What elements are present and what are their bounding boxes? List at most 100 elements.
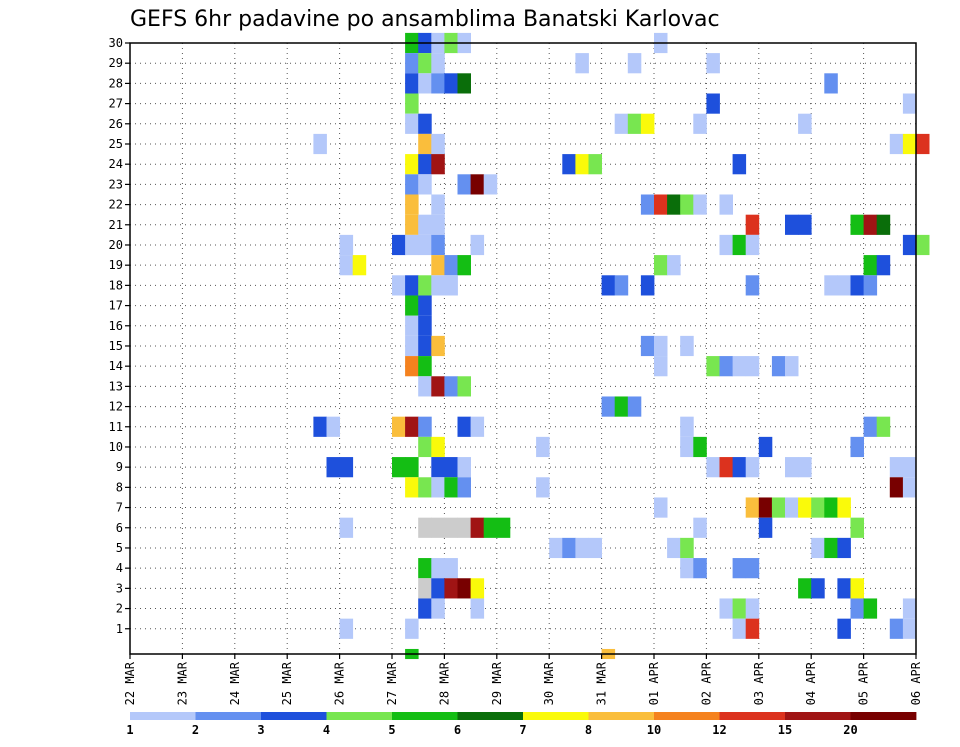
ensemble-cell [654,255,668,276]
colorbar-segment [392,712,458,720]
ensemble-cell [732,234,747,256]
colorbar-segment [588,712,655,720]
ensemble-cell [457,578,471,599]
ensemble-cell [418,295,432,316]
ensemble-cell [902,457,917,478]
ensemble-cell [916,234,930,256]
ensemble-cell [902,133,917,155]
x-axis-ticks: 22 MAR 23 MAR 24 MAR 25 MAR 26 MAR 27 MAR 28 M… [123,654,923,705]
colorbar-label: 6 [454,723,461,737]
ensemble-cell [863,255,878,276]
ensemble-cell [431,214,445,235]
ensemble-cell [745,618,760,639]
ensemble-cell [575,53,589,74]
ensemble-cell [457,73,471,94]
colorbar-label: 4 [323,723,330,737]
ensemble-cell [785,497,799,518]
ensemble-cell [418,275,432,296]
ensemble-cell [745,598,760,619]
ensemble-cell [732,154,747,175]
ensemble-cell [850,578,864,599]
ensemble-cell [798,113,812,134]
ensemble-cell [902,477,917,498]
ensemble-cell [418,558,432,579]
x-tick-label: 03 APR [752,661,766,705]
ensemble-cell [431,133,445,155]
ensemble-cell [418,356,432,377]
ensemble-cell [693,436,707,458]
ensemble-cell [405,154,419,175]
x-tick-label: 22 MAR [123,661,137,705]
ensemble-cell [640,275,655,296]
y-tick-label: 22 [109,198,123,212]
ensemble-cell [654,356,668,377]
ensemble-cell [614,396,629,417]
ensemble-cell [392,416,406,437]
ensemble-cell [693,558,707,579]
ensemble-cell [719,356,733,377]
ensemble-cell [483,517,498,538]
ensemble-cell [889,477,904,498]
ensemble-cell [627,53,642,74]
ensemble-cell [431,477,445,498]
colorbar-label: 12 [712,723,726,737]
ensemble-cell [706,93,720,114]
ensemble-cell [732,457,747,478]
ensemble-cell [680,194,694,215]
y-tick-label: 20 [109,238,123,252]
colorbar-label: 20 [843,723,857,737]
ensemble-cell [811,537,825,559]
y-tick-label: 17 [109,299,123,313]
ensemble-cell [483,174,498,195]
ensemble-cell [457,457,471,478]
ensemble-cell [405,335,419,357]
ensemble-cell [719,194,733,215]
ensemble-cell [418,335,432,357]
ensemble-cell [902,598,917,619]
ensemble-cell [824,497,838,518]
ensemble-cell [876,214,891,235]
ensemble-cell [457,416,471,437]
ensemble-cell [431,154,445,175]
ensemble-cell [326,416,340,437]
ensemble-cell [431,558,445,579]
ensemble-cell [431,234,445,256]
ensemble-cell [444,517,458,538]
ensemble-cell [654,194,668,215]
ensemble-cell [418,53,432,74]
ensemble-cell [536,436,550,458]
y-tick-label: 11 [109,420,123,434]
ensemble-cell [405,53,419,74]
colorbar-segment [326,712,393,720]
ensemble-cell [863,214,878,235]
colorbar: 1 2 3 4 5 6 7 8 10 12 15 20 [126,712,917,737]
y-tick-label: 8 [116,480,123,494]
ensemble-cell [405,295,419,316]
x-tick-label: 06 APR [909,661,923,705]
ensemble-cell [418,174,432,195]
y-tick-label: 29 [109,56,123,70]
ensemble-cell [326,457,340,478]
ensemble-cell [392,457,406,478]
ensemble-cell [680,537,694,559]
y-tick-label: 18 [109,278,123,292]
ensemble-cell [706,356,720,377]
ensemble-cell [418,598,432,619]
ensemble-cell [431,578,445,599]
ensemble-cell [405,93,419,114]
ensemble-cell [850,598,864,619]
x-tick-label: 23 MAR [175,661,189,705]
ensemble-cell [850,214,864,235]
ensemble-cell [470,598,485,619]
ensemble-cell [457,255,471,276]
ensemble-cell [837,275,851,296]
ensemble-cell [405,113,419,134]
ensemble-cell [405,315,419,336]
ensemble-cell [431,275,445,296]
ensemble-cell [470,517,485,538]
ensemble-cell [588,154,602,175]
ensemble-cell [745,275,760,296]
ensemble-cell [719,457,733,478]
ensemble-cell [444,376,458,397]
